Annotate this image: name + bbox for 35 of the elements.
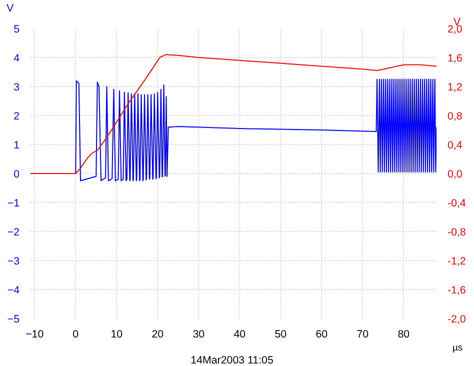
x-tick-label: 20 <box>152 328 164 340</box>
y2-tick-label: -0,4 <box>448 198 466 210</box>
y-tick-label: −5 <box>7 314 20 326</box>
y2-tick-label: -0,8 <box>448 226 466 238</box>
y2-tick-label: 0,0 <box>448 168 462 180</box>
x-tick-label: 0 <box>72 328 79 340</box>
x-tick-label: 30 <box>192 328 205 340</box>
y-tick-label: −3 <box>7 256 20 268</box>
y2-tick-label: -1,2 <box>448 256 466 268</box>
x-tick-label: −10 <box>26 328 44 340</box>
y2-tick-label: 0,8 <box>448 110 462 122</box>
x-tick-label: 10 <box>110 328 123 340</box>
y2-tick-label: 1,2 <box>448 82 462 94</box>
y-tick-label: 5 <box>14 24 20 36</box>
y-tick-label: 4 <box>14 52 20 64</box>
y-tick-label: 3 <box>14 82 20 94</box>
x-tick-label: 40 <box>234 328 246 340</box>
x-tick-label: 60 <box>316 328 328 340</box>
y-tick-label: −2 <box>7 226 20 238</box>
line-series <box>30 54 436 174</box>
y2-tick-label: 1,6 <box>448 52 462 64</box>
y-tick-label: 2 <box>14 110 20 122</box>
y2-tick-label: -2,0 <box>448 314 466 326</box>
y-tick-label: −1 <box>7 198 20 210</box>
y-tick-label: 0 <box>14 168 20 180</box>
y-axis-title: V <box>6 2 14 14</box>
text: 14Mar2003 11:05 <box>190 354 274 366</box>
y-tick-label: 1 <box>14 140 20 152</box>
x-tick-label: 80 <box>398 328 410 340</box>
x-axis-title: µs <box>452 342 463 352</box>
y-tick-label: −4 <box>7 284 20 296</box>
y2-tick-label: 0,4 <box>448 140 462 152</box>
x-tick-label: 70 <box>356 328 369 340</box>
x-tick-label: 50 <box>274 328 287 340</box>
y2-tick-label: -1,6 <box>448 284 466 296</box>
